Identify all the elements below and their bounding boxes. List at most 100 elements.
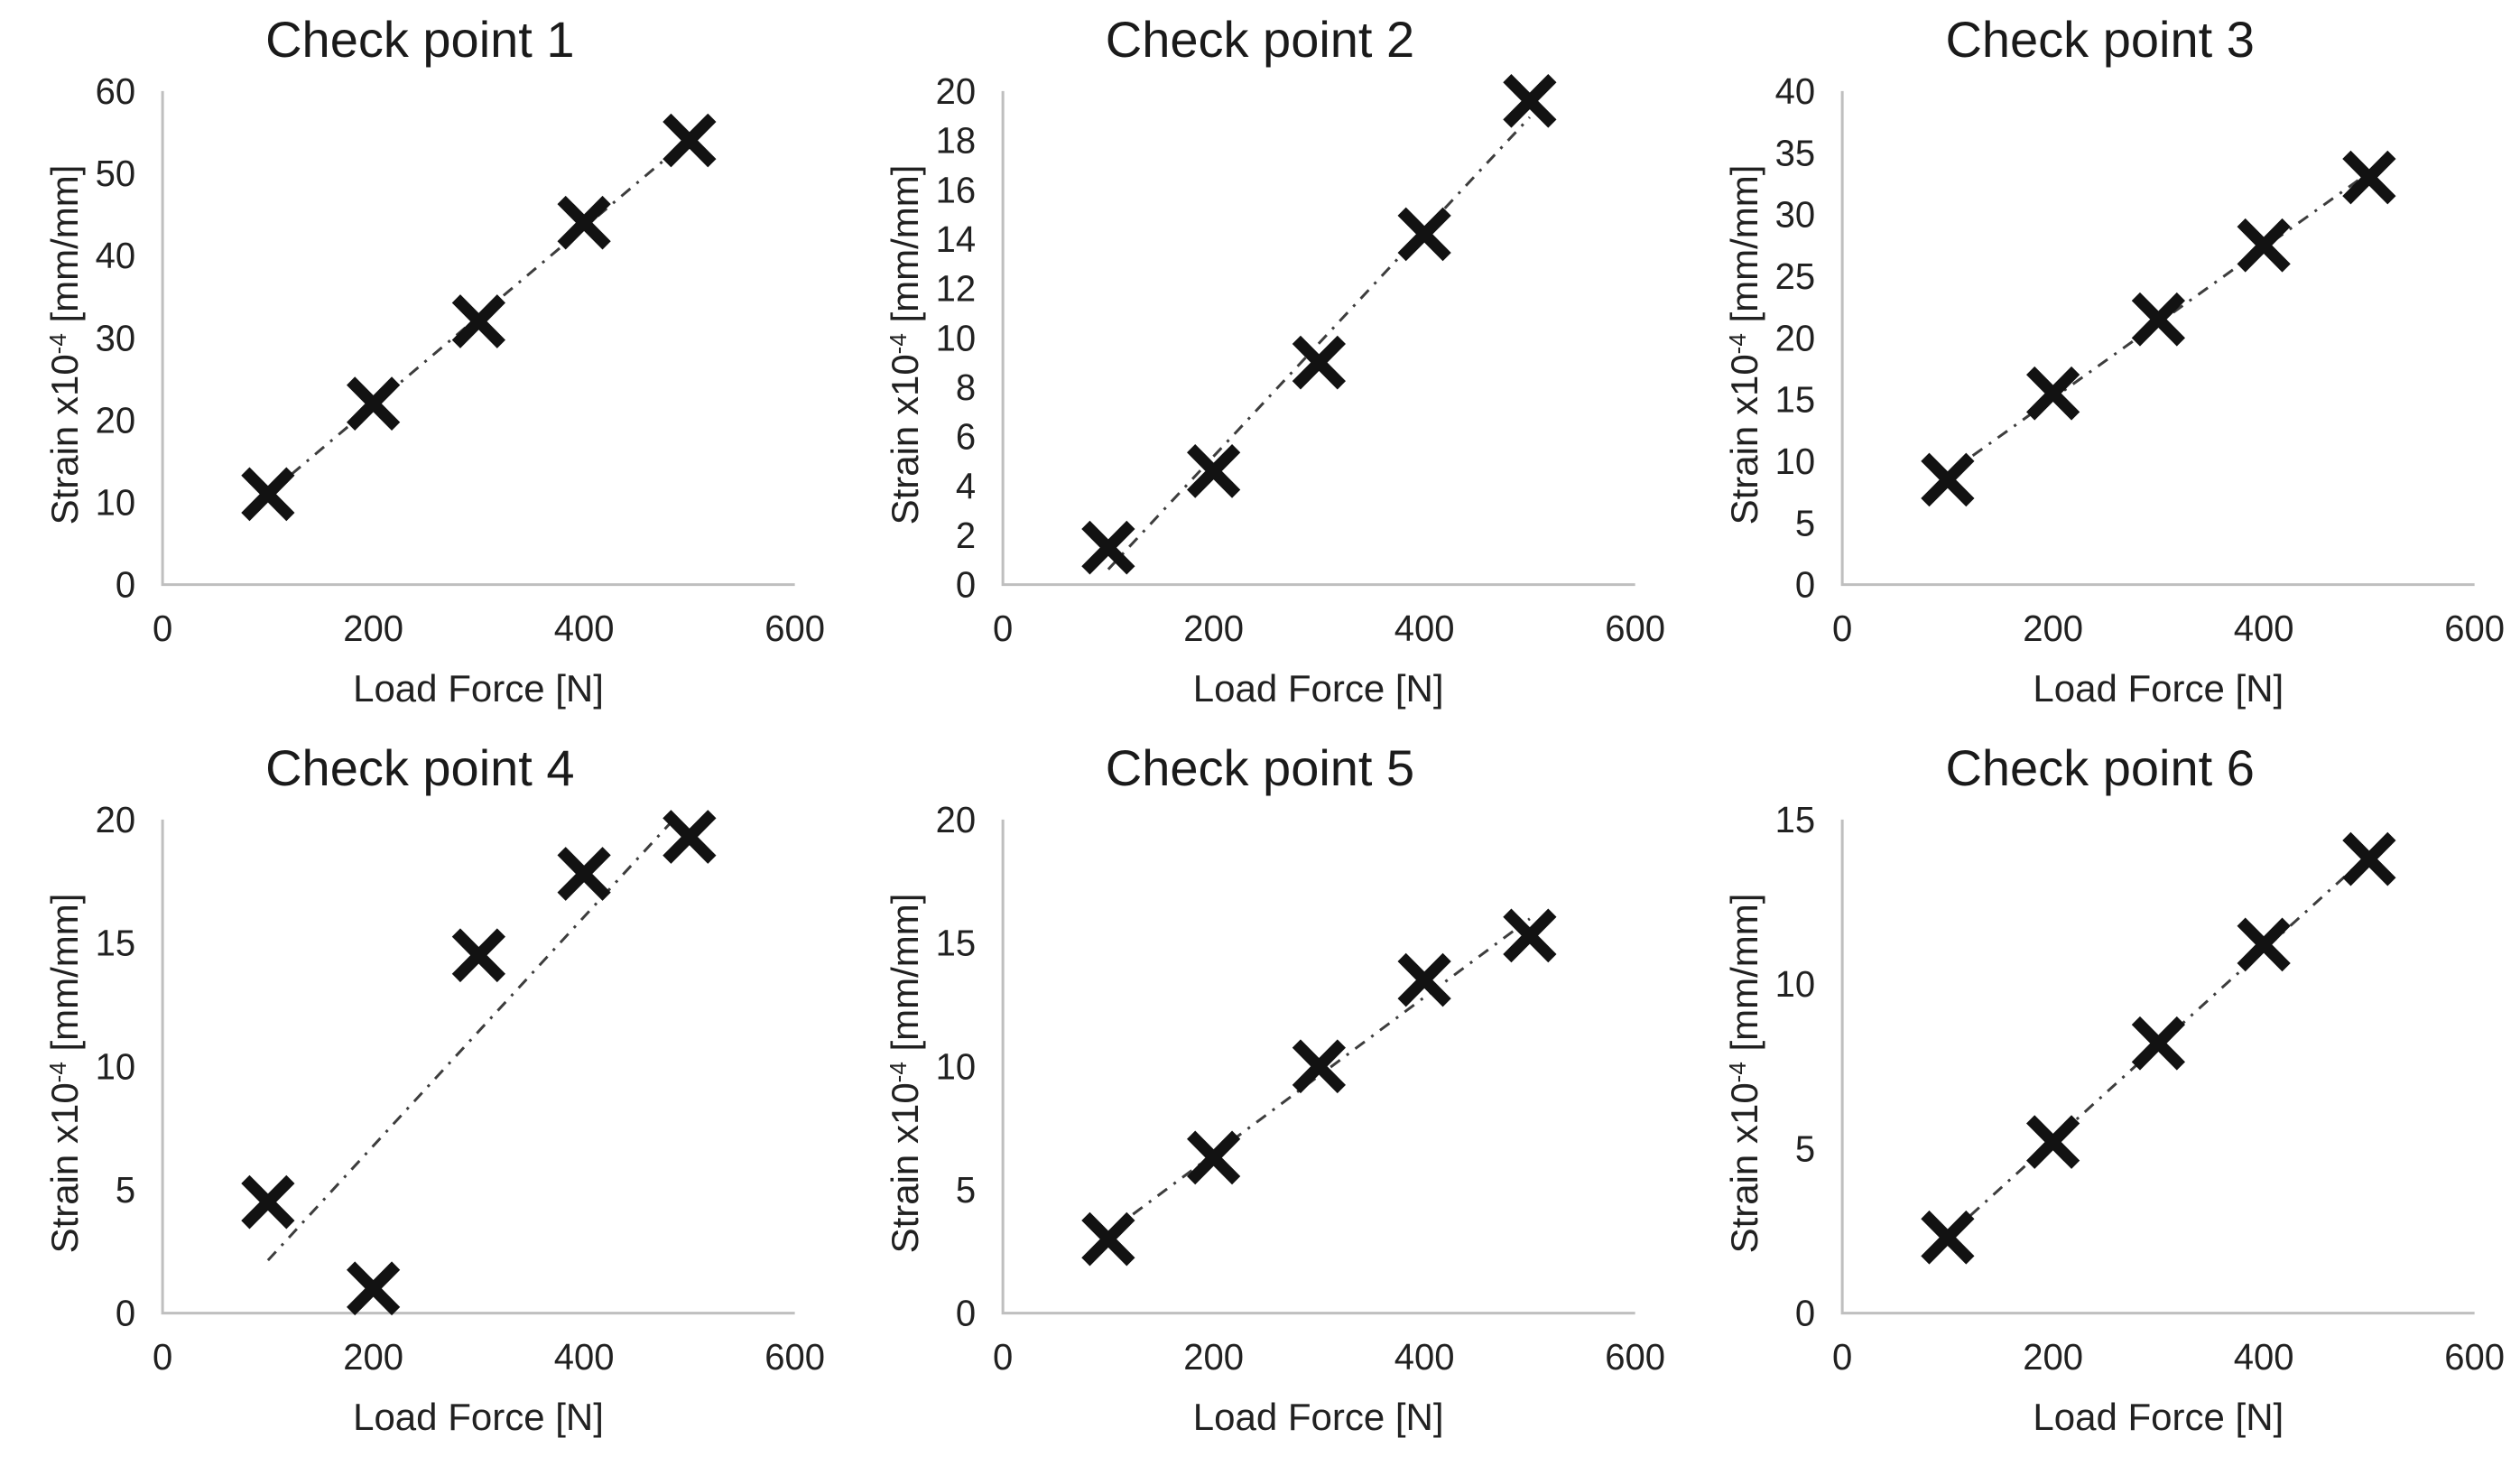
x-tick-label: 400 [1394,608,1454,649]
x-axis-title: Load Force [N] [1192,667,1444,710]
axis-lines [161,819,795,1315]
x-tick-label: 200 [343,1337,403,1378]
x-tick-label: 600 [2445,1337,2506,1378]
x-tick-label: 0 [153,608,172,649]
y-tick-label: 0 [116,1294,135,1334]
data-point-marker [2026,1115,2080,1169]
axis-lines [1840,819,2475,1315]
data-point-marker [2026,366,2080,421]
x-axis-title: Load Force [N] [2033,667,2284,710]
y-tick-label: 5 [956,1170,976,1211]
data-point-marker [1186,1130,1240,1185]
trendline [1107,917,1531,1234]
data-point-marker [1502,73,1557,128]
trendline [1947,171,2371,475]
data-point-marker [2132,1016,2186,1071]
y-tick-label: 12 [935,269,976,310]
y-tick-label: 15 [1775,800,1816,840]
y-tick-label: 0 [116,565,135,606]
data-point-marker [2237,218,2292,273]
axis-lines [1001,819,1635,1315]
y-tick-label: 0 [1795,565,1815,606]
y-tick-label: 5 [1795,1128,1815,1169]
chart-title: Check point 3 [1945,11,2255,68]
chart-title: Check point 5 [1105,739,1415,796]
y-tick-label: 10 [935,1046,976,1087]
x-tick-label: 0 [993,608,1013,649]
data-point-marker [1292,335,1346,390]
chart-check-point-3: Check point 3 Strain x10-4 [mm/mm] 0 5 10 1… [1680,0,2520,728]
x-axis-title: Load Force [N] [353,667,604,710]
y-tick-label: 8 [956,367,976,408]
data-point-marker [451,928,505,983]
y-tick-label: 16 [935,170,976,210]
y-tick-label: 30 [96,318,136,358]
data-point-marker [1921,452,1975,507]
chart-check-point-4: Check point 4 Strain x10-4 [mm/mm] 0 5 10 1… [0,728,840,1457]
y-tick-label: 40 [96,236,136,276]
y-tick-label: 10 [96,1046,136,1087]
y-tick-label: 18 [935,121,976,162]
x-tick-label: 0 [1832,1337,1852,1378]
data-point-marker [2342,150,2396,205]
y-tick-label: 0 [1795,1294,1815,1334]
x-axis-title: Load Force [N] [353,1396,604,1438]
data-point-marker [451,294,505,348]
x-tick-label: 0 [153,1337,172,1378]
chart-title: Check point 4 [265,739,575,796]
chart-check-point-5: Check point 5 Strain x10-4 [mm/mm] 0 5 10 1… [840,728,1681,1457]
y-tick-label: 20 [96,400,136,441]
chart-check-point-6: Check point 6 Strain x10-4 [mm/mm] 0 5 10 1… [1680,728,2520,1457]
y-tick-label: 20 [96,800,136,840]
trendline [266,819,676,1262]
y-tick-label: 30 [1775,195,1816,236]
data-point-marker [1397,207,1451,262]
data-point-marker [1292,1039,1346,1094]
y-tick-label: 10 [96,482,136,523]
y-tick-label: 10 [1775,964,1816,1005]
data-point-marker [1921,1210,1975,1265]
y-tick-label: 14 [935,219,976,260]
x-tick-label: 200 [343,608,403,649]
data-point-marker [1080,520,1135,575]
data-point-marker [2237,917,2292,972]
y-tick-label: 15 [1775,380,1816,421]
data-point-marker [2132,292,2186,347]
data-point-marker [241,467,295,522]
plot-area: 0 5 10 15 0 200 400 600 [1775,800,2506,1378]
x-tick-label: 400 [554,1337,615,1378]
x-tick-label: 200 [1183,1337,1244,1378]
data-point-marker [2342,831,2396,886]
data-point-marker [662,113,717,168]
data-point-marker [662,810,717,864]
y-tick-label: 10 [1775,441,1816,482]
x-tick-label: 600 [1605,1337,1665,1378]
x-tick-label: 200 [2024,608,2084,649]
y-tick-label: 15 [935,923,976,964]
y-tick-label: 40 [1775,71,1816,112]
data-point-marker [347,1261,401,1316]
x-tick-label: 600 [764,1337,825,1378]
axis-lines [161,90,795,587]
x-tick-label: 600 [1605,608,1665,649]
x-tick-label: 400 [2234,608,2294,649]
x-axis-title: Load Force [N] [2033,1396,2284,1438]
trendline [1107,116,1531,571]
y-tick-label: 5 [116,1170,135,1211]
x-tick-label: 400 [1394,1337,1454,1378]
data-point-marker [557,847,611,901]
x-axis-title: Load Force [N] [1192,1396,1444,1438]
y-tick-label: 10 [935,318,976,358]
y-tick-label: 0 [956,1294,976,1334]
x-tick-label: 600 [764,608,825,649]
y-tick-label: 0 [956,565,976,606]
chart-title: Check point 1 [265,11,575,68]
x-tick-label: 200 [2024,1337,2084,1378]
y-tick-label: 20 [1775,318,1816,358]
